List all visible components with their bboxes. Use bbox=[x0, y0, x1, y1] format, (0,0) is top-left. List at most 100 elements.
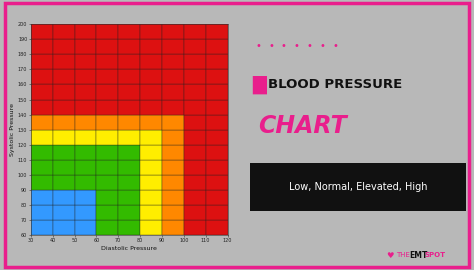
Bar bbox=[53, 114, 74, 130]
Bar bbox=[118, 39, 140, 54]
Bar bbox=[31, 160, 53, 175]
Bar bbox=[74, 220, 96, 235]
Bar bbox=[206, 160, 228, 175]
Bar bbox=[74, 39, 96, 54]
Bar bbox=[140, 54, 162, 69]
Text: •: • bbox=[319, 41, 325, 51]
Bar bbox=[118, 145, 140, 160]
Bar bbox=[162, 145, 184, 160]
Bar bbox=[31, 100, 53, 114]
Bar bbox=[96, 220, 118, 235]
Bar bbox=[31, 24, 53, 39]
Bar bbox=[162, 85, 184, 100]
Bar bbox=[74, 54, 96, 69]
Bar bbox=[184, 39, 206, 54]
Bar bbox=[118, 220, 140, 235]
Bar bbox=[206, 85, 228, 100]
Bar bbox=[96, 85, 118, 100]
Bar bbox=[96, 130, 118, 145]
Text: •: • bbox=[294, 41, 300, 51]
Bar bbox=[74, 85, 96, 100]
Bar bbox=[184, 205, 206, 220]
Bar bbox=[118, 175, 140, 190]
Text: CHART: CHART bbox=[258, 114, 347, 137]
Bar bbox=[140, 114, 162, 130]
Bar bbox=[184, 220, 206, 235]
Bar bbox=[96, 190, 118, 205]
Bar bbox=[184, 85, 206, 100]
Bar bbox=[53, 24, 74, 39]
Y-axis label: Systolic Pressure: Systolic Pressure bbox=[10, 103, 15, 156]
Bar bbox=[118, 69, 140, 85]
Bar bbox=[206, 100, 228, 114]
Bar bbox=[118, 114, 140, 130]
Bar bbox=[184, 160, 206, 175]
Bar bbox=[184, 114, 206, 130]
Text: •: • bbox=[332, 41, 338, 51]
Text: █: █ bbox=[253, 76, 266, 94]
Bar bbox=[206, 220, 228, 235]
Bar bbox=[206, 205, 228, 220]
Bar bbox=[162, 220, 184, 235]
Bar bbox=[31, 145, 53, 160]
Bar bbox=[162, 39, 184, 54]
Bar bbox=[206, 114, 228, 130]
Bar bbox=[96, 69, 118, 85]
Bar bbox=[53, 100, 74, 114]
Text: •: • bbox=[281, 41, 287, 51]
Bar bbox=[53, 39, 74, 54]
Bar bbox=[74, 130, 96, 145]
Bar bbox=[162, 205, 184, 220]
Bar bbox=[206, 54, 228, 69]
Bar bbox=[184, 24, 206, 39]
Bar bbox=[206, 190, 228, 205]
Bar bbox=[118, 205, 140, 220]
Bar bbox=[31, 54, 53, 69]
Bar bbox=[118, 190, 140, 205]
Bar bbox=[206, 24, 228, 39]
Text: ♥: ♥ bbox=[386, 251, 394, 260]
Bar bbox=[74, 69, 96, 85]
Bar bbox=[96, 39, 118, 54]
Bar bbox=[162, 100, 184, 114]
Bar bbox=[96, 54, 118, 69]
Bar bbox=[118, 160, 140, 175]
Bar bbox=[53, 130, 74, 145]
Bar bbox=[53, 54, 74, 69]
Text: THE: THE bbox=[396, 252, 410, 258]
Bar bbox=[31, 205, 53, 220]
Bar bbox=[31, 69, 53, 85]
Bar bbox=[31, 114, 53, 130]
Bar bbox=[74, 190, 96, 205]
Bar bbox=[74, 114, 96, 130]
Bar bbox=[184, 100, 206, 114]
Bar bbox=[96, 205, 118, 220]
Text: BLOOD PRESSURE: BLOOD PRESSURE bbox=[268, 78, 402, 91]
Bar bbox=[184, 190, 206, 205]
Bar bbox=[162, 160, 184, 175]
Bar bbox=[31, 220, 53, 235]
Bar bbox=[53, 175, 74, 190]
Bar bbox=[206, 145, 228, 160]
Bar bbox=[140, 160, 162, 175]
Bar bbox=[162, 190, 184, 205]
Bar bbox=[74, 100, 96, 114]
Bar bbox=[96, 114, 118, 130]
Bar bbox=[31, 190, 53, 205]
Bar bbox=[140, 85, 162, 100]
Bar bbox=[162, 114, 184, 130]
X-axis label: Diastolic Pressure: Diastolic Pressure bbox=[101, 246, 157, 251]
Bar bbox=[53, 69, 74, 85]
Bar bbox=[74, 24, 96, 39]
Bar bbox=[184, 130, 206, 145]
Bar bbox=[140, 175, 162, 190]
Text: EMT: EMT bbox=[409, 251, 428, 260]
Bar bbox=[184, 69, 206, 85]
Bar bbox=[96, 145, 118, 160]
Text: SPOT: SPOT bbox=[424, 252, 446, 258]
Bar bbox=[140, 130, 162, 145]
Bar bbox=[53, 205, 74, 220]
Bar bbox=[162, 130, 184, 145]
Bar bbox=[53, 220, 74, 235]
Text: •: • bbox=[307, 41, 312, 51]
